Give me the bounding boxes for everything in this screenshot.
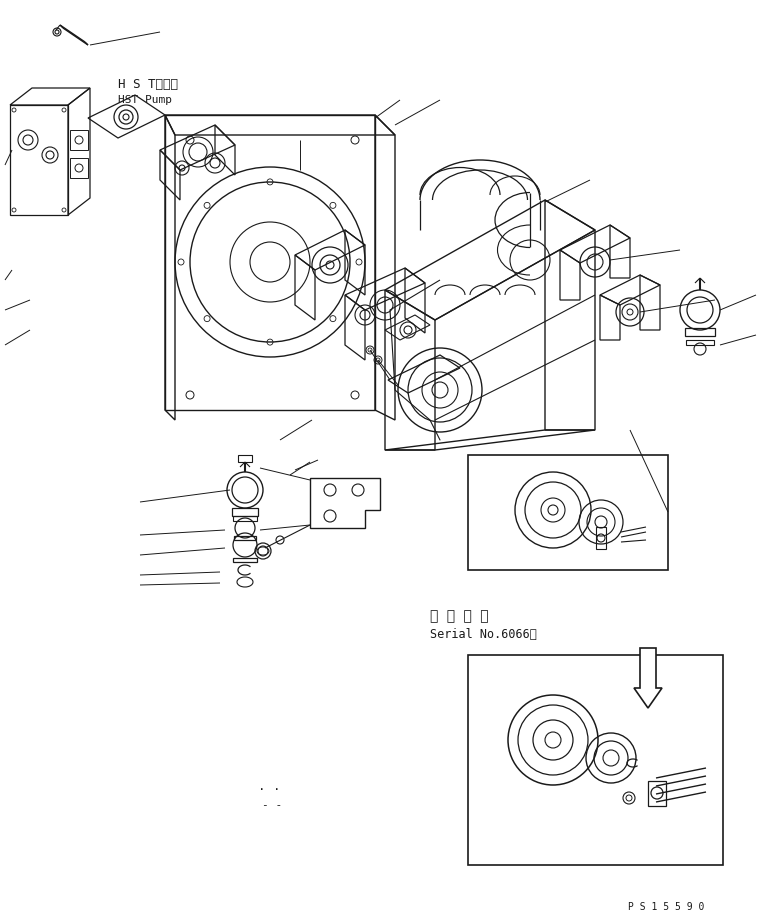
Bar [648, 781, 666, 806]
Bar [233, 516, 257, 521]
Bar [596, 527, 606, 549]
Bar [468, 655, 723, 865]
Bar [685, 328, 715, 336]
Text: P S 1 5 5 9 0: P S 1 5 5 9 0 [628, 902, 705, 912]
Bar [468, 455, 668, 570]
Bar [234, 536, 256, 540]
Text: Serial No.6066～: Serial No.6066～ [430, 628, 537, 641]
Bar [233, 558, 257, 562]
Bar [238, 455, 252, 462]
Text: H S Tポンプ: H S Tポンプ [118, 78, 178, 91]
FancyArrow shape [634, 648, 662, 708]
Bar [686, 340, 714, 345]
Text: HST Pump: HST Pump [118, 95, 172, 105]
Text: 通 用 号 機: 通 用 号 機 [430, 609, 489, 623]
Text: · ·: · · [258, 783, 280, 796]
Bar [70, 130, 88, 150]
Bar [70, 158, 88, 178]
Text: - -: - - [262, 800, 282, 810]
Bar [232, 508, 258, 516]
